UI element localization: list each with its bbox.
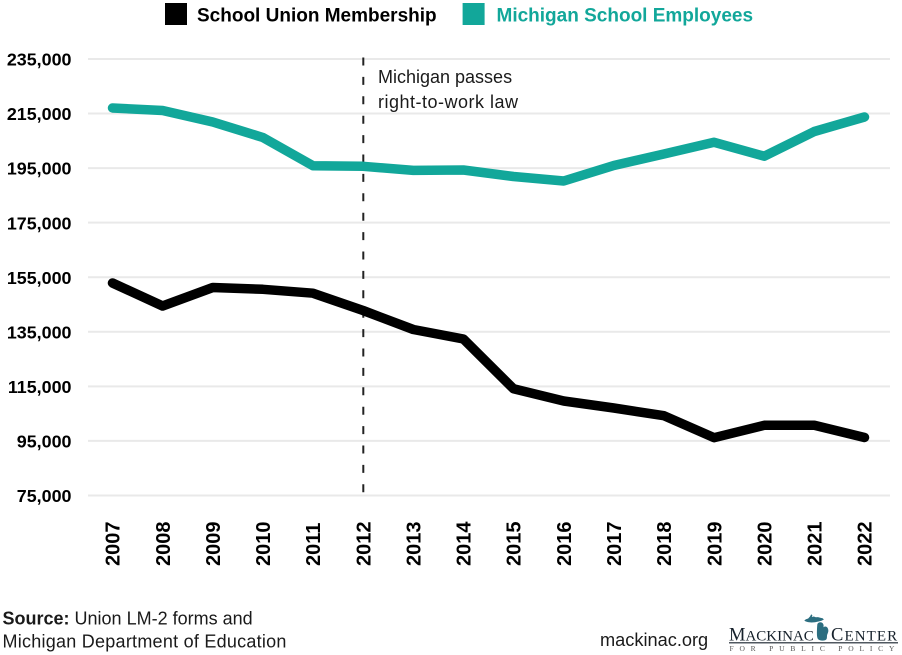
svg-text:2016: 2016 <box>554 522 576 567</box>
svg-text:2020: 2020 <box>754 522 776 567</box>
svg-text:2012: 2012 <box>353 522 375 567</box>
svg-text:175,000: 175,000 <box>7 213 72 233</box>
svg-text:Michigan School Employees: Michigan School Employees <box>497 6 754 27</box>
svg-text:235,000: 235,000 <box>7 50 72 70</box>
svg-text:195,000: 195,000 <box>7 159 72 179</box>
svg-text:Source: Union LM-2 forms and: Source: Union LM-2 forms and <box>3 609 253 629</box>
svg-text:2021: 2021 <box>805 522 827 567</box>
svg-text:2015: 2015 <box>504 522 526 567</box>
svg-text:2009: 2009 <box>203 522 225 567</box>
svg-text:CENTER: CENTER <box>831 626 898 646</box>
svg-text:2017: 2017 <box>604 522 626 567</box>
svg-text:2018: 2018 <box>654 522 676 567</box>
svg-text:215,000: 215,000 <box>7 104 72 124</box>
svg-text:mackinac.org: mackinac.org <box>600 630 708 650</box>
svg-text:75,000: 75,000 <box>17 486 72 506</box>
svg-text:Michigan passes: Michigan passes <box>378 67 512 87</box>
svg-text:2019: 2019 <box>704 522 726 567</box>
svg-text:MACKINAC: MACKINAC <box>729 626 814 646</box>
svg-text:115,000: 115,000 <box>8 377 72 397</box>
svg-text:Michigan Department of Educati: Michigan Department of Education <box>3 631 287 651</box>
svg-text:95,000: 95,000 <box>17 432 72 452</box>
svg-text:FOR PUBLIC POLICY: FOR PUBLIC POLICY <box>730 644 901 653</box>
svg-text:2014: 2014 <box>454 521 476 566</box>
svg-text:135,000: 135,000 <box>7 322 72 342</box>
svg-text:155,000: 155,000 <box>7 268 72 288</box>
svg-text:2013: 2013 <box>404 522 426 567</box>
svg-text:2010: 2010 <box>253 522 275 567</box>
svg-text:right-to-work law: right-to-work law <box>378 92 519 112</box>
svg-text:2022: 2022 <box>855 522 877 567</box>
svg-text:2011: 2011 <box>303 523 325 566</box>
svg-text:School Union Membership: School Union Membership <box>197 6 437 27</box>
svg-text:2007: 2007 <box>103 522 125 567</box>
svg-text:2008: 2008 <box>153 522 175 567</box>
